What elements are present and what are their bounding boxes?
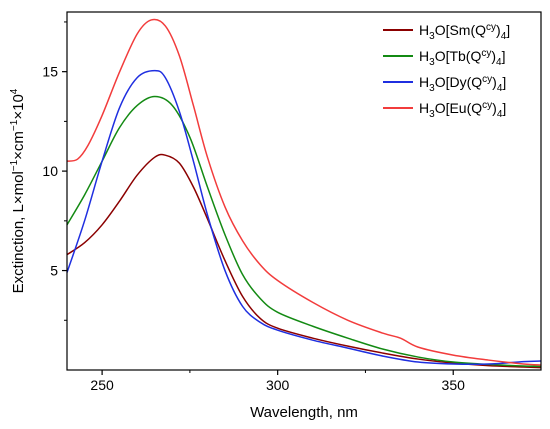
- legend-label-part: ]: [502, 74, 506, 90]
- y-axis-title-sup2: −1: [9, 119, 20, 131]
- legend-label-part: 4: [496, 57, 502, 68]
- series-line-2: [66, 95, 542, 368]
- series-layer: [66, 18, 542, 369]
- legend-label-part: ): [492, 74, 497, 90]
- y-axis-title: Exctinction, L×mol−1×cm−1×104: [9, 88, 27, 293]
- x-tick-label-300: 300: [266, 377, 290, 393]
- y-axis-title-mid: ×cm: [10, 131, 27, 160]
- series-line-3: [66, 69, 542, 366]
- legend-label-part: 4: [497, 83, 503, 94]
- legend-label-part: 3: [429, 109, 435, 120]
- x-tick-label-250: 250: [90, 377, 114, 393]
- legend-label-part: ]: [502, 48, 506, 64]
- legend-label-3: H3O[Dy(Qcy)4]: [419, 74, 506, 94]
- y-tick-label-5: 5: [50, 263, 58, 279]
- legend-label-part: 3: [429, 31, 435, 42]
- series-line-1: [66, 153, 542, 369]
- legend-label-part: ): [496, 22, 501, 38]
- series-line-4: [66, 18, 542, 366]
- legend-label-part: 4: [497, 109, 503, 120]
- legend-label-part: 3: [429, 83, 435, 94]
- legend-label-part: 3: [429, 57, 435, 68]
- plot-frame: [66, 11, 542, 371]
- legend-label-part: O[Dy(Q: [435, 74, 483, 90]
- legend-label-part: ]: [502, 100, 506, 116]
- legend-label-part: ]: [506, 22, 510, 38]
- legend-label-1: H3O[Sm(Qcy)4]: [419, 22, 510, 42]
- legend-label-4: H3O[Eu(Qcy)4]: [419, 100, 506, 120]
- legend-label-part: 4: [501, 31, 507, 42]
- legend-label-part: cy: [482, 74, 492, 85]
- legend-label-part: O[Eu(Q: [435, 100, 483, 116]
- legend-label-part: H: [419, 22, 429, 38]
- legend: H3O[Sm(Qcy)4]H3O[Tb(Qcy)4]H3O[Dy(Qcy)4]H…: [383, 22, 510, 120]
- x-tick-label-350: 350: [442, 377, 466, 393]
- legend-label-part: H: [419, 48, 429, 64]
- legend-label-part: cy: [486, 22, 496, 33]
- legend-label-part: ): [492, 100, 497, 116]
- x-axis-title: Wavelength, nm: [250, 404, 358, 421]
- y-tick-label-15: 15: [42, 64, 58, 80]
- legend-label-part: cy: [481, 48, 491, 59]
- legend-label-part: cy: [482, 100, 492, 111]
- y-tick-label-10: 10: [42, 163, 58, 179]
- legend-label-part: H: [419, 74, 429, 90]
- legend-label-part: O[Sm(Q: [435, 22, 486, 38]
- legend-label-part: H: [419, 100, 429, 116]
- y-axis-title-main: Exctinction, L×mol: [10, 171, 27, 293]
- legend-label-part: O[Tb(Q: [435, 48, 482, 64]
- ticks-layer: 250 300 350 5 10 15: [42, 21, 466, 393]
- legend-label-part: ): [491, 48, 496, 64]
- legend-label-2: H3O[Tb(Qcy)4]: [419, 48, 505, 68]
- y-axis-title-end: ×10: [10, 94, 27, 119]
- y-axis-title-sup1: −1: [9, 159, 20, 171]
- y-axis-title-sup3: 4: [9, 88, 20, 94]
